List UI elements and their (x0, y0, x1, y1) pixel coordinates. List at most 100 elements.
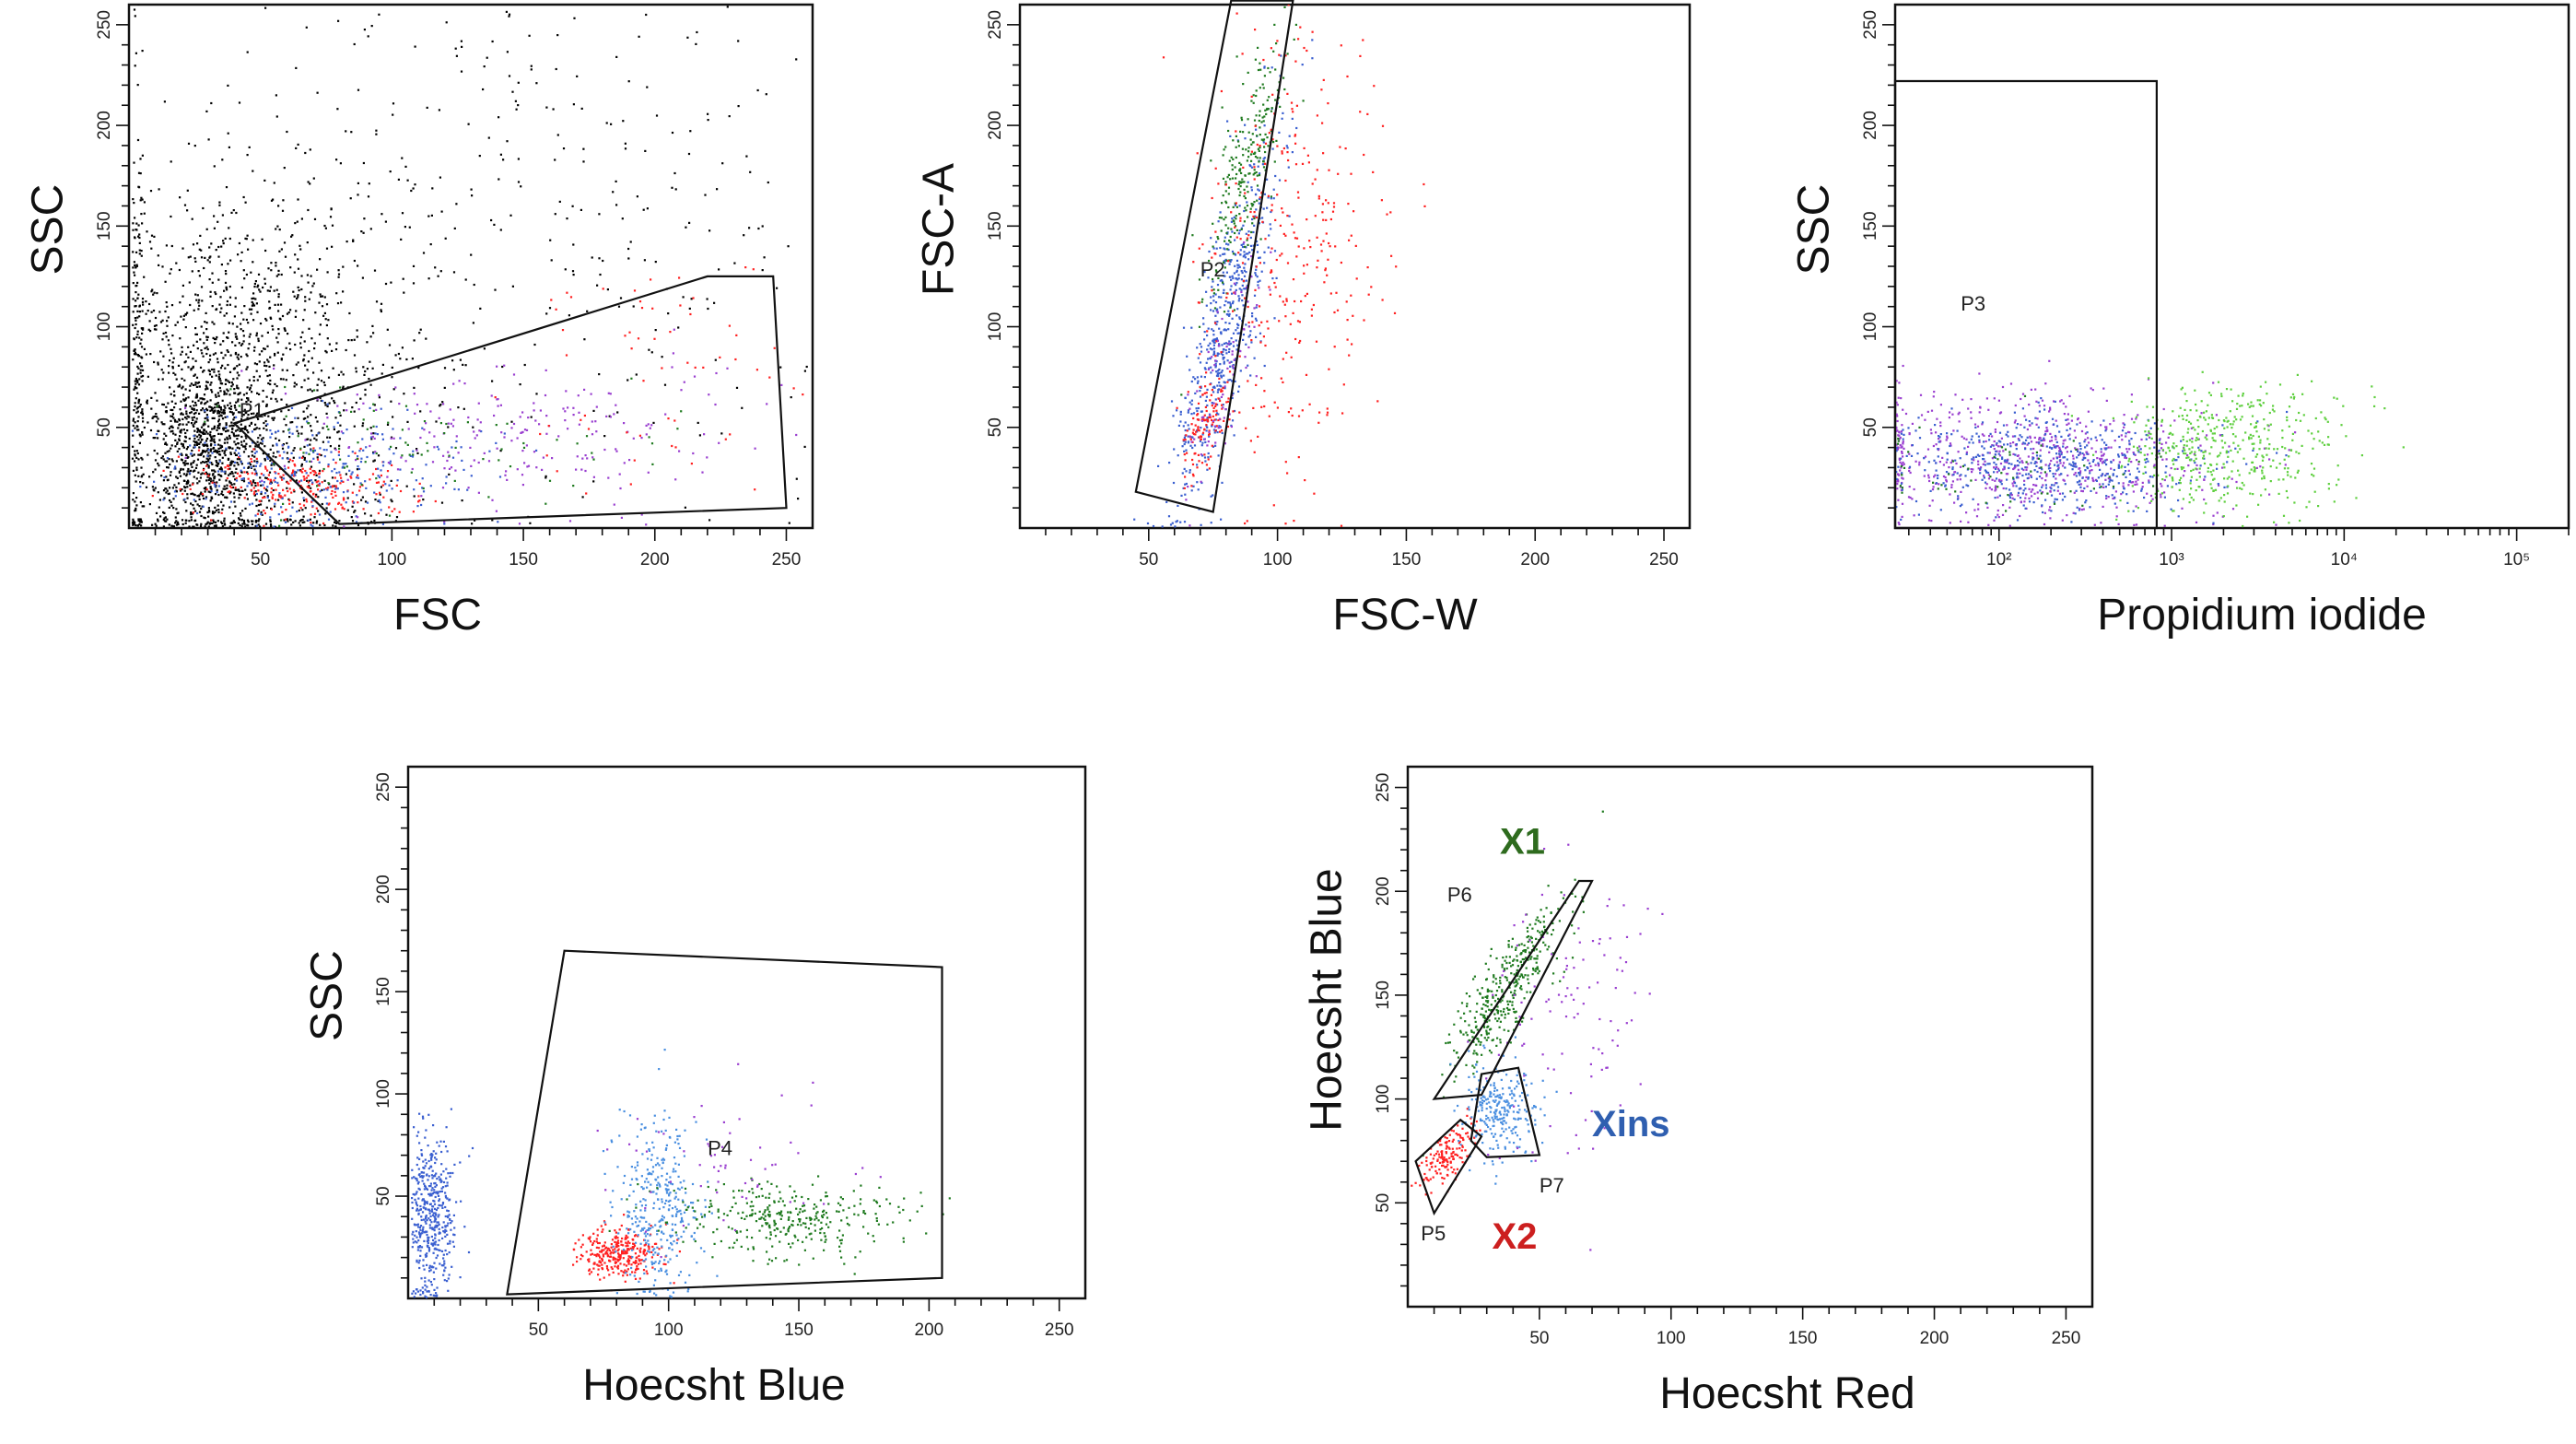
point (206, 409, 209, 412)
point (440, 210, 443, 213)
point (488, 450, 491, 452)
point (443, 467, 446, 470)
point (230, 1, 232, 3)
point (157, 518, 159, 521)
point (1291, 414, 1294, 417)
point (1211, 389, 1213, 392)
point (312, 474, 316, 476)
point (571, 205, 574, 207)
point (1235, 225, 1237, 228)
point (1253, 211, 1256, 214)
point (1243, 251, 1246, 253)
point (219, 390, 222, 393)
point (223, 409, 226, 412)
point (1217, 182, 1220, 185)
point (338, 444, 341, 447)
point (426, 441, 428, 444)
point (1314, 178, 1317, 181)
point (318, 513, 322, 516)
point (803, 445, 806, 448)
point (229, 388, 232, 391)
point (685, 226, 687, 229)
point (365, 487, 368, 489)
point (283, 451, 286, 453)
point (1231, 177, 1235, 180)
point (483, 347, 486, 350)
point (1363, 153, 1365, 157)
point (212, 411, 215, 414)
point (1251, 133, 1254, 135)
point (297, 198, 299, 201)
point (1186, 452, 1188, 454)
point (319, 258, 322, 261)
point (392, 437, 395, 440)
point (283, 417, 286, 420)
point (219, 343, 222, 346)
point (307, 389, 310, 392)
point (1354, 244, 1357, 247)
point (209, 477, 212, 480)
point (310, 390, 313, 393)
point (310, 523, 312, 526)
point (207, 525, 210, 528)
point (1203, 367, 1206, 370)
point (211, 481, 214, 484)
point (497, 521, 499, 523)
point (254, 470, 257, 473)
point (194, 499, 197, 503)
point (1295, 126, 1298, 130)
point (654, 261, 657, 264)
point (208, 246, 211, 249)
point (1235, 177, 1237, 180)
point (366, 455, 369, 459)
point (138, 441, 141, 444)
point (380, 309, 382, 311)
point (1201, 393, 1204, 396)
point (1165, 500, 1168, 503)
point (442, 454, 445, 457)
point (229, 500, 233, 503)
point (233, 452, 236, 454)
point (166, 451, 169, 453)
population-purple (1185, 241, 1272, 527)
point (158, 188, 160, 191)
point (136, 382, 139, 384)
point (229, 354, 232, 357)
point (234, 392, 237, 394)
point (1224, 322, 1227, 324)
point (247, 248, 250, 251)
point (223, 393, 226, 396)
point (263, 364, 266, 367)
point (132, 417, 135, 420)
point (1245, 271, 1247, 274)
point (602, 259, 604, 263)
point (400, 238, 403, 241)
point (170, 425, 173, 428)
point (309, 518, 311, 521)
point (234, 333, 237, 335)
point (584, 469, 587, 473)
point (203, 467, 205, 470)
point (287, 429, 290, 431)
point (1244, 245, 1247, 248)
point (205, 471, 207, 474)
point (1224, 342, 1227, 345)
point (226, 476, 228, 480)
point (1255, 194, 1258, 196)
point (535, 82, 538, 85)
point (1297, 245, 1300, 248)
point (307, 181, 310, 183)
point (205, 437, 209, 440)
point (1187, 435, 1189, 438)
point (134, 15, 136, 18)
point (644, 149, 647, 152)
point (142, 303, 145, 306)
point (345, 241, 348, 243)
point (135, 456, 138, 459)
point (368, 378, 370, 381)
point (606, 288, 609, 291)
point (269, 379, 272, 382)
point (187, 467, 190, 471)
point (279, 467, 282, 471)
point (1212, 369, 1214, 371)
